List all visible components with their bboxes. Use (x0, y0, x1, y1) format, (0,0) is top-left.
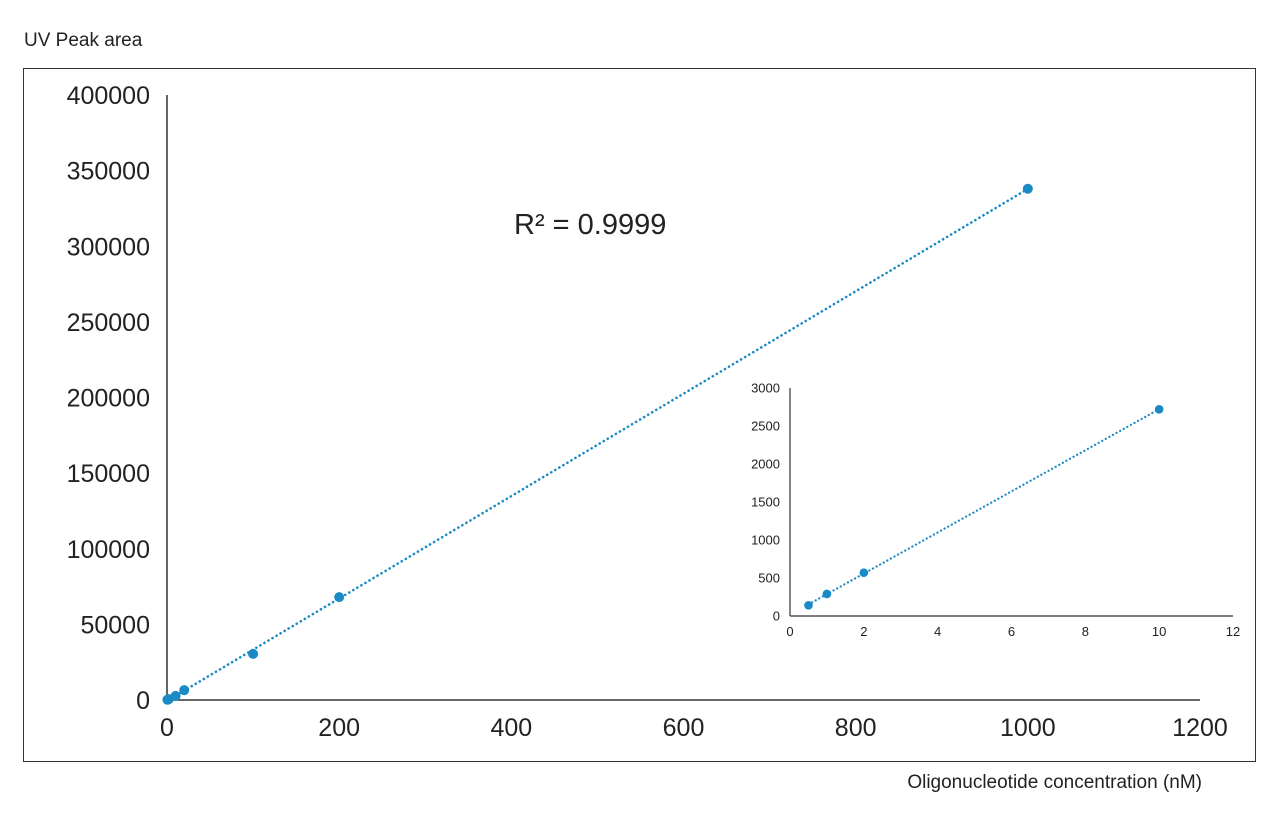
main-x-tick-label: 400 (490, 714, 532, 742)
main-y-tick-label: 250000 (67, 309, 150, 337)
inset-y-tick-label: 2000 (751, 457, 780, 472)
inset-x-tick-label: 10 (1152, 624, 1166, 639)
inset-x-tick-label: 8 (1082, 624, 1089, 639)
main-x-tick-label: 1000 (1000, 714, 1056, 742)
main-data-point (170, 690, 181, 701)
main-x-tick-label: 600 (663, 714, 705, 742)
inset-y-tick-label: 3000 (751, 381, 780, 396)
inset-data-point (822, 589, 832, 599)
main-y-tick-label: 150000 (67, 460, 150, 488)
main-y-tick-label: 200000 (67, 385, 150, 413)
main-trendline (166, 187, 1030, 702)
main-x-tick-label: 1200 (1172, 714, 1228, 742)
main-x-tick-label: 200 (318, 714, 360, 742)
main-x-tick-label: 0 (160, 714, 174, 742)
main-data-point (179, 685, 190, 696)
main-y-tick-label: 50000 (80, 611, 150, 639)
inset-y-tick-label: 500 (758, 571, 780, 586)
inset-x-tick-label: 12 (1226, 624, 1240, 639)
inset-x-tick-label: 0 (786, 624, 793, 639)
main-y-tick-label: 400000 (67, 82, 150, 110)
main-data-point (248, 648, 259, 659)
inset-y-tick-label: 0 (773, 609, 780, 624)
main-y-tick-label: 0 (136, 687, 150, 715)
inset-x-tick-label: 2 (860, 624, 867, 639)
inset-data-point (804, 601, 813, 610)
main-data-point (1022, 183, 1033, 194)
inset-y-tick-label: 1000 (751, 533, 780, 548)
inset-y-tick-label: 2500 (751, 419, 780, 434)
main-y-tick-label: 100000 (67, 536, 150, 564)
x-axis-label: Oligonucleotide concentration (nM) (907, 772, 1202, 793)
main-y-tick-label: 300000 (67, 233, 150, 261)
chart-frame (23, 68, 1256, 762)
main-data-point (334, 592, 345, 603)
r-squared-annotation: R² = 0.9999 (514, 209, 666, 241)
inset-trendline (807, 408, 1161, 606)
inset-x-tick-label: 6 (1008, 624, 1015, 639)
y-axis-label: UV Peak area (24, 30, 143, 51)
inset-data-point (1154, 404, 1164, 414)
main-x-tick-label: 800 (835, 714, 877, 742)
inset-data-point (859, 568, 869, 577)
inset-x-tick-label: 4 (934, 624, 941, 639)
main-y-tick-label: 350000 (67, 158, 150, 186)
inset-y-tick-label: 1500 (751, 495, 780, 510)
